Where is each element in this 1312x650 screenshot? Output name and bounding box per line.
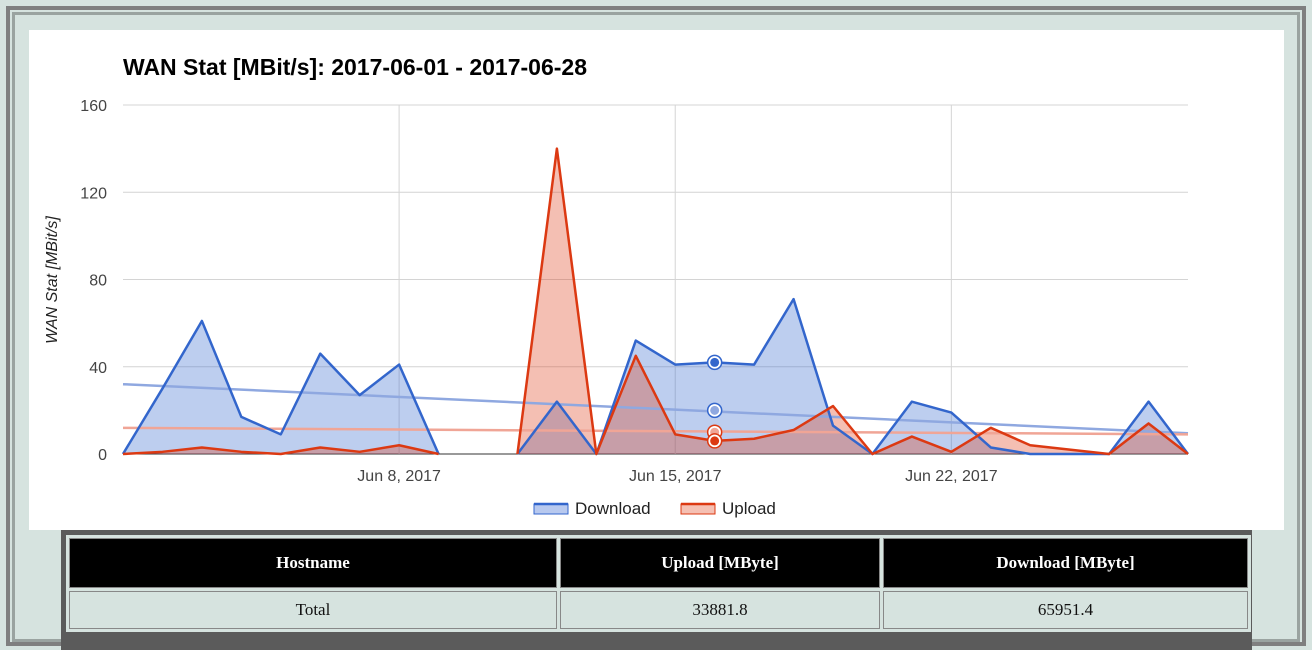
line-upload	[516, 147, 1189, 456]
area-download	[517, 299, 1188, 454]
area-download	[123, 320, 439, 454]
cell-hostname: Total	[69, 591, 557, 629]
y-tick-labels: 0 40 80 120 160	[80, 98, 107, 464]
header-download[interactable]: Download [MByte]	[883, 538, 1248, 588]
y-tick-label: 0	[98, 447, 107, 464]
line-upload	[122, 444, 439, 456]
line-download	[121, 319, 440, 455]
chart-title: WAN Stat [MBit/s]: 2017-06-01 - 2017-06-…	[123, 54, 587, 80]
y-tick-label: 80	[89, 273, 107, 290]
series-lines	[121, 147, 1189, 456]
legend-item-download[interactable]: Download	[533, 499, 651, 518]
point-trend-download	[710, 405, 720, 415]
wan-stat-chart: WAN Stat [MBit/s]: 2017-06-01 - 2017-06-…	[44, 54, 1189, 518]
line-download	[516, 297, 1189, 456]
legend-label-upload: Upload	[722, 499, 776, 518]
legend-label-download: Download	[575, 499, 651, 518]
chart-card: WAN Stat [MBit/s]: 2017-06-01 - 2017-06-…	[29, 30, 1284, 530]
y-tick-label: 160	[80, 98, 107, 115]
stats-table: Hostname Upload [MByte] Download [MByte]…	[66, 535, 1251, 632]
table-header-row: Hostname Upload [MByte] Download [MByte]	[69, 538, 1248, 588]
legend-swatch-download	[533, 503, 569, 515]
header-upload[interactable]: Upload [MByte]	[560, 538, 880, 588]
legend-item-upload[interactable]: Upload	[680, 499, 776, 518]
cell-upload: 33881.8	[560, 591, 880, 629]
area-upload	[517, 148, 1188, 454]
legend-swatch-upload	[680, 503, 716, 515]
point-upload	[710, 436, 720, 446]
cell-download: 65951.4	[883, 591, 1248, 629]
x-tick-label: Jun 15, 2017	[629, 468, 722, 485]
y-axis-label: WAN Stat [MBit/s]	[44, 216, 61, 344]
trendline-upload	[122, 426, 1189, 436]
x-tick-label: Jun 22, 2017	[905, 468, 998, 485]
grid-lines	[123, 104, 1188, 455]
highlight-points[interactable]	[706, 354, 723, 449]
header-hostname[interactable]: Hostname	[69, 538, 557, 588]
legend[interactable]: Download Upload	[533, 499, 776, 518]
x-tick-labels: Jun 8, 2017 Jun 15, 2017 Jun 22, 2017	[357, 468, 997, 485]
y-tick-label: 40	[89, 360, 107, 377]
table-row: Total 33881.8 65951.4	[69, 591, 1248, 629]
stats-table-wrapper: Hostname Upload [MByte] Download [MByte]…	[61, 530, 1252, 650]
x-tick-label: Jun 8, 2017	[357, 468, 441, 485]
point-download	[710, 357, 720, 367]
y-tick-label: 120	[80, 185, 107, 202]
